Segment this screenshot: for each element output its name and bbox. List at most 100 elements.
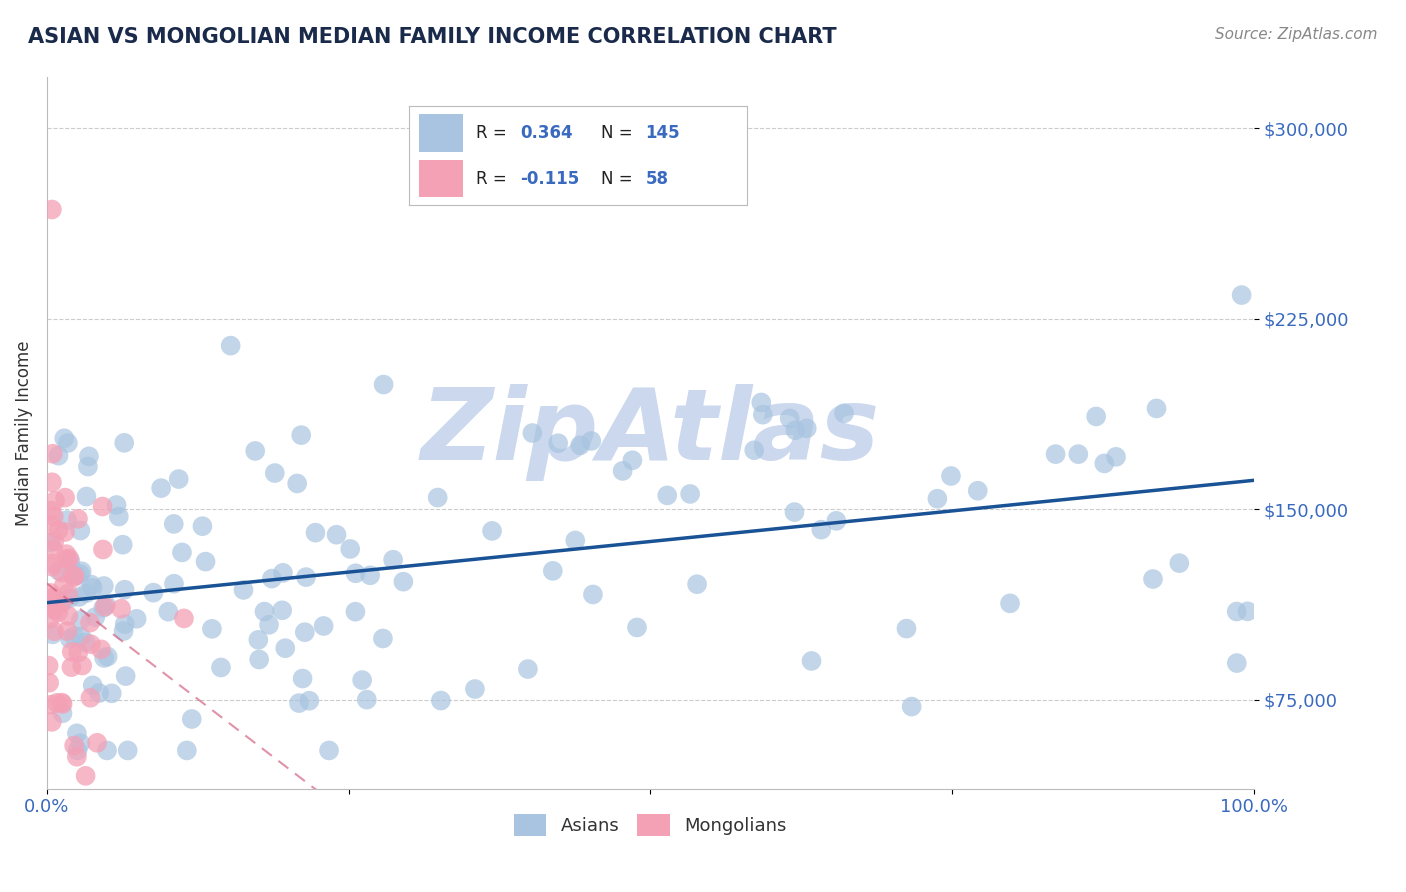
- Point: [564, 533, 586, 548]
- Point: [77, 459, 100, 474]
- Y-axis label: Median Family Income: Median Family Income: [15, 340, 32, 525]
- Point: [167, 472, 190, 486]
- Point: [48, 523, 70, 537]
- Point: [70, 564, 93, 578]
- Point: [63, 629, 86, 643]
- Point: [94, 598, 117, 612]
- Point: [101, 686, 124, 700]
- Point: [163, 576, 186, 591]
- Point: [41, 202, 63, 217]
- Point: [66, 749, 89, 764]
- Point: [612, 464, 634, 478]
- Point: [44, 493, 66, 508]
- Point: [63, 739, 86, 753]
- Point: [60, 567, 83, 582]
- Point: [84, 610, 107, 624]
- Point: [785, 423, 807, 437]
- Point: [38, 675, 60, 690]
- Point: [1045, 447, 1067, 461]
- Point: [752, 408, 775, 422]
- Point: [191, 519, 214, 533]
- Point: [67, 646, 90, 660]
- Point: [38, 658, 60, 673]
- Point: [271, 566, 294, 580]
- Point: [180, 712, 202, 726]
- Point: [1168, 556, 1191, 570]
- Point: [679, 487, 702, 501]
- Point: [67, 590, 90, 604]
- Point: [344, 566, 367, 581]
- Point: [825, 514, 848, 528]
- Point: [75, 635, 97, 649]
- Point: [295, 570, 318, 584]
- Point: [371, 632, 394, 646]
- Point: [70, 613, 93, 627]
- Point: [41, 475, 63, 490]
- Point: [163, 516, 186, 531]
- Point: [112, 435, 135, 450]
- Point: [39, 698, 62, 712]
- Point: [62, 570, 84, 584]
- Point: [82, 678, 104, 692]
- Point: [80, 577, 103, 591]
- Point: [481, 524, 503, 538]
- Point: [79, 690, 101, 705]
- Point: [373, 377, 395, 392]
- Point: [44, 534, 66, 549]
- Point: [41, 559, 63, 574]
- Point: [392, 574, 415, 589]
- Point: [998, 596, 1021, 610]
- Point: [290, 428, 312, 442]
- Point: [38, 612, 60, 626]
- Point: [93, 600, 115, 615]
- Point: [1236, 604, 1258, 618]
- Point: [69, 566, 91, 581]
- Point: [48, 564, 70, 578]
- Point: [896, 622, 918, 636]
- Point: [271, 603, 294, 617]
- Text: ZipAtlas: ZipAtlas: [420, 384, 880, 482]
- Point: [44, 591, 66, 606]
- Point: [89, 686, 111, 700]
- Point: [232, 582, 254, 597]
- Point: [56, 552, 79, 566]
- Point: [304, 525, 326, 540]
- Point: [569, 438, 592, 452]
- Point: [285, 476, 308, 491]
- Point: [247, 632, 270, 647]
- Point: [42, 447, 65, 461]
- Point: [1105, 450, 1128, 464]
- Point: [294, 625, 316, 640]
- Point: [44, 624, 66, 639]
- Point: [79, 615, 101, 630]
- Point: [430, 693, 453, 707]
- Point: [97, 649, 120, 664]
- Point: [352, 673, 374, 687]
- Point: [51, 595, 73, 609]
- Point: [69, 524, 91, 538]
- Point: [245, 444, 267, 458]
- Point: [56, 436, 79, 450]
- Point: [53, 491, 76, 505]
- Point: [77, 450, 100, 464]
- Point: [53, 431, 76, 445]
- Point: [201, 622, 224, 636]
- Point: [657, 488, 679, 502]
- Point: [426, 491, 449, 505]
- Point: [51, 566, 73, 580]
- Point: [114, 582, 136, 597]
- Legend: Asians, Mongolians: Asians, Mongolians: [506, 807, 794, 844]
- Point: [464, 681, 486, 696]
- Point: [142, 585, 165, 599]
- Point: [117, 743, 139, 757]
- Point: [58, 591, 80, 606]
- Point: [75, 769, 97, 783]
- Point: [114, 669, 136, 683]
- Point: [547, 436, 569, 450]
- Point: [112, 624, 135, 638]
- Point: [49, 596, 72, 610]
- Point: [58, 609, 80, 624]
- Point: [522, 425, 544, 440]
- Point: [70, 658, 93, 673]
- Point: [253, 605, 276, 619]
